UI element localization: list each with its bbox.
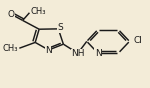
Text: N: N [95, 49, 102, 58]
Text: Cl: Cl [134, 36, 143, 45]
Text: O: O [8, 10, 15, 19]
Text: S: S [57, 23, 63, 32]
Text: NH: NH [71, 49, 85, 58]
Text: N: N [45, 46, 52, 55]
Text: CH₃: CH₃ [30, 7, 46, 16]
Text: CH₃: CH₃ [2, 44, 18, 53]
